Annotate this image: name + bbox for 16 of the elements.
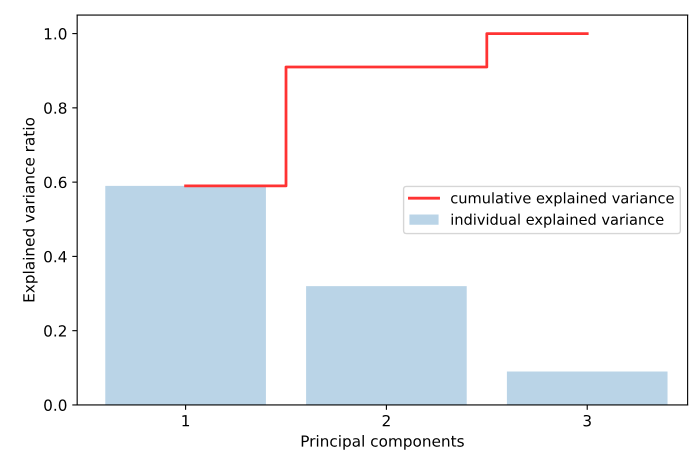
y-tick-label: 1.0 [44, 28, 66, 40]
y-axis-title: Explained variance ratio [22, 118, 38, 302]
legend-label: cumulative explained variance [451, 192, 674, 206]
x-tick-label: 3 [584, 414, 591, 426]
bar [306, 286, 467, 405]
x-tick-label: 2 [382, 414, 390, 426]
bar [105, 186, 266, 405]
y-tick-label: 0.2 [44, 325, 66, 337]
bar [506, 372, 668, 405]
x-tick-label: 1 [182, 415, 190, 426]
y-tick-label: 0.0 [44, 399, 66, 411]
x-axis-title: Principal components [302, 435, 464, 450]
y-tick-label: 0.8 [44, 102, 66, 114]
y-tick-label: 0.4 [44, 250, 67, 262]
legend-label: individual explained variance [452, 214, 664, 228]
y-tick-label: 0.6 [44, 176, 66, 188]
